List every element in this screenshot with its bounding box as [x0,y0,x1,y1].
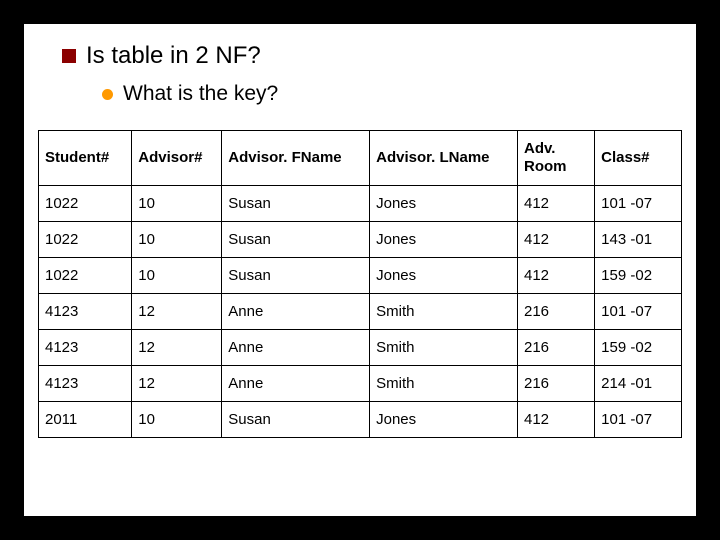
cell: 216 [518,294,595,330]
cell: 10 [132,222,222,258]
cell: 4123 [39,330,132,366]
cell: 12 [132,366,222,402]
heading-level1-text: Is table in 2 NF? [86,42,261,70]
table-container: Student# Advisor# Advisor. FName Advisor… [24,106,696,438]
cell: 10 [132,186,222,222]
cell: 1022 [39,222,132,258]
cell: Anne [222,330,370,366]
col-header: Advisor. FName [222,131,370,186]
col-header: Student# [39,131,132,186]
cell: Jones [370,258,518,294]
cell: 2011 [39,402,132,438]
cell: Smith [370,366,518,402]
cell: Jones [370,186,518,222]
table-row: 4123 12 Anne Smith 216 159 -02 [39,330,682,366]
cell: 412 [518,258,595,294]
table-row: 1022 10 Susan Jones 412 143 -01 [39,222,682,258]
col-header: Advisor# [132,131,222,186]
cell: 10 [132,258,222,294]
col-header: Adv. Room [518,131,595,186]
table-row: 1022 10 Susan Jones 412 159 -02 [39,258,682,294]
cell: Susan [222,222,370,258]
cell: 1022 [39,186,132,222]
table-row: 4123 12 Anne Smith 216 214 -01 [39,366,682,402]
heading-level2: What is the key? [24,70,696,106]
cell: 10 [132,402,222,438]
cell: 12 [132,294,222,330]
col-header: Advisor. LName [370,131,518,186]
col-header: Class# [595,131,682,186]
cell: Susan [222,186,370,222]
cell: Anne [222,294,370,330]
cell: 4123 [39,294,132,330]
cell: Anne [222,366,370,402]
cell: 412 [518,222,595,258]
cell: Smith [370,330,518,366]
heading-level2-text: What is the key? [123,82,278,106]
cell: 412 [518,186,595,222]
square-bullet-icon [62,49,76,63]
cell: 412 [518,402,595,438]
cell: 4123 [39,366,132,402]
cell: 101 -07 [595,294,682,330]
cell: Smith [370,294,518,330]
cell: 216 [518,366,595,402]
cell: 159 -02 [595,258,682,294]
cell: 216 [518,330,595,366]
cell: Susan [222,402,370,438]
cell: Jones [370,222,518,258]
dot-bullet-icon [102,89,113,100]
table-body: 1022 10 Susan Jones 412 101 -07 1022 10 … [39,186,682,438]
cell: 12 [132,330,222,366]
table-row: 1022 10 Susan Jones 412 101 -07 [39,186,682,222]
cell: 101 -07 [595,402,682,438]
heading-level1: Is table in 2 NF? [24,24,696,70]
cell: Jones [370,402,518,438]
slide: Is table in 2 NF? What is the key? Stude… [24,24,696,516]
cell: Susan [222,258,370,294]
table-row: 4123 12 Anne Smith 216 101 -07 [39,294,682,330]
cell: 1022 [39,258,132,294]
table-row: 2011 10 Susan Jones 412 101 -07 [39,402,682,438]
data-table: Student# Advisor# Advisor. FName Advisor… [38,130,682,438]
cell: 214 -01 [595,366,682,402]
cell: 143 -01 [595,222,682,258]
table-header-row: Student# Advisor# Advisor. FName Advisor… [39,131,682,186]
cell: 159 -02 [595,330,682,366]
cell: 101 -07 [595,186,682,222]
